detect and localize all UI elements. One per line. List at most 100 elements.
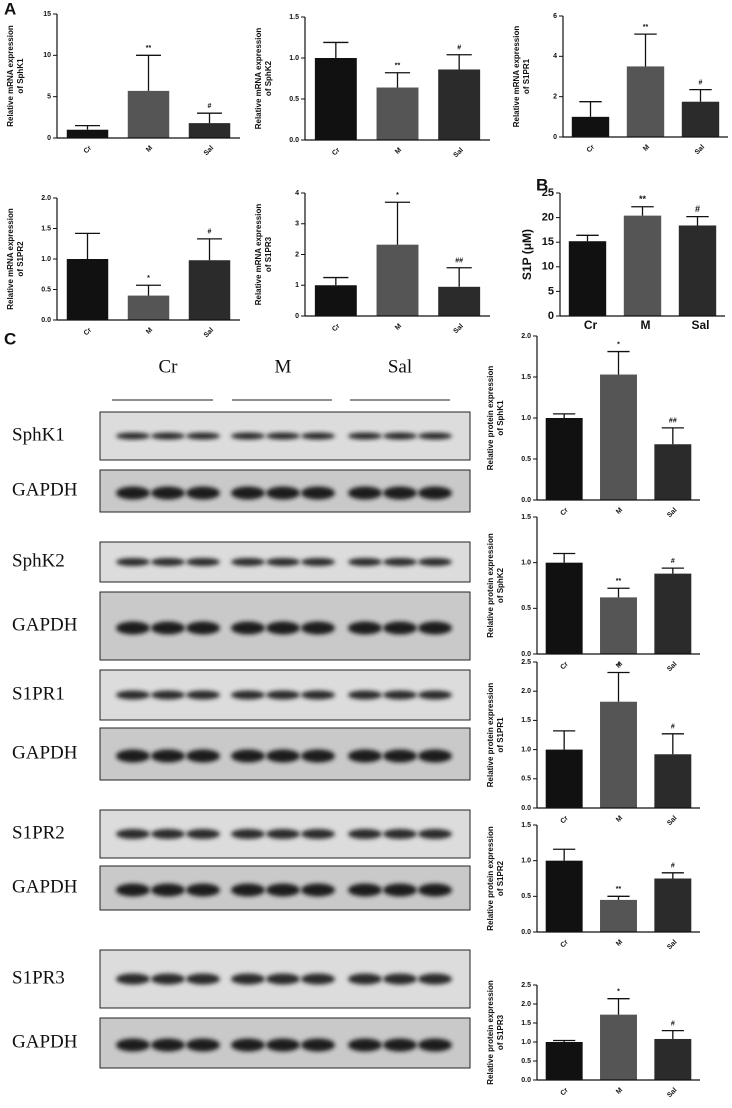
x-tick-label: Sal bbox=[452, 323, 464, 335]
blot-band bbox=[186, 1038, 220, 1052]
y-axis-label: Relative mRNA expression bbox=[254, 204, 263, 306]
blot-label: GAPDH bbox=[12, 614, 78, 635]
blot-band bbox=[116, 558, 150, 566]
x-tick-label: Cr bbox=[83, 327, 94, 338]
blot-band bbox=[116, 749, 150, 763]
blot-band bbox=[151, 973, 185, 985]
blot-band bbox=[418, 829, 452, 839]
bar bbox=[438, 69, 481, 140]
blot-band bbox=[186, 432, 220, 440]
y-axis-label: of SphK1 bbox=[16, 58, 25, 94]
x-tick-label: M bbox=[615, 1087, 624, 1096]
y-tick-label: 4 bbox=[553, 53, 557, 60]
blot-band bbox=[348, 749, 382, 763]
y-tick-label: 1.5 bbox=[521, 822, 531, 829]
significance: # bbox=[457, 45, 461, 52]
blot-band bbox=[186, 558, 220, 566]
x-tick-label: Sal bbox=[666, 507, 678, 519]
blot-band bbox=[231, 883, 265, 897]
significance: ** bbox=[616, 886, 622, 893]
blot-band bbox=[266, 690, 300, 700]
blot-band bbox=[151, 1038, 185, 1052]
blot-band bbox=[116, 883, 150, 897]
bar bbox=[571, 116, 610, 137]
blot-band bbox=[116, 621, 150, 635]
significance: ** bbox=[395, 63, 401, 70]
blot-band bbox=[186, 486, 220, 500]
blot-band bbox=[266, 883, 300, 897]
y-axis-label: Relative protein expression bbox=[486, 533, 495, 638]
bar bbox=[654, 754, 692, 808]
x-tick-label: Sal bbox=[666, 815, 678, 827]
panel-label: B bbox=[536, 175, 548, 194]
y-tick-label: 0 bbox=[47, 135, 51, 142]
y-tick-label: 0.0 bbox=[521, 497, 531, 504]
blot-band bbox=[266, 621, 300, 635]
significance: # bbox=[671, 1020, 675, 1027]
bar bbox=[188, 260, 231, 320]
bar bbox=[600, 701, 637, 808]
x-tick-label: Cr bbox=[559, 661, 570, 672]
blot-label: S1PR1 bbox=[12, 683, 65, 704]
y-tick-label: 2.0 bbox=[521, 333, 531, 340]
bar bbox=[438, 286, 481, 316]
blot-band bbox=[301, 829, 335, 839]
blot-band bbox=[231, 973, 265, 985]
bar bbox=[654, 444, 692, 500]
blot-band bbox=[151, 432, 185, 440]
y-tick-label: 0.0 bbox=[521, 651, 531, 658]
blot-band bbox=[231, 621, 265, 635]
blot-band bbox=[231, 432, 265, 440]
blot-band bbox=[231, 749, 265, 763]
blot-band bbox=[231, 829, 265, 839]
x-tick-label: Sal bbox=[666, 939, 678, 951]
y-tick-label: 1.5 bbox=[521, 374, 531, 381]
blot-band bbox=[301, 690, 335, 700]
bar bbox=[678, 225, 717, 316]
x-tick-label: M bbox=[642, 144, 651, 153]
x-tick-label: M bbox=[615, 939, 624, 948]
x-tick-label: Sal bbox=[691, 318, 709, 332]
x-tick-label: Cr bbox=[559, 815, 570, 826]
y-tick-label: 1.0 bbox=[41, 256, 51, 263]
y-tick-label: 0.0 bbox=[289, 137, 299, 144]
significance: # bbox=[208, 103, 212, 110]
bar bbox=[376, 87, 419, 140]
blot-band bbox=[383, 829, 417, 839]
blot-label: SphK2 bbox=[12, 550, 65, 571]
blot-band bbox=[348, 486, 382, 500]
blot-label: GAPDH bbox=[12, 1031, 78, 1052]
y-tick-label: 0.5 bbox=[521, 1058, 531, 1065]
bar bbox=[623, 215, 662, 316]
blot-band bbox=[348, 432, 382, 440]
bar bbox=[568, 241, 607, 316]
blot-band bbox=[151, 621, 185, 635]
y-axis-label: of SphK2 bbox=[264, 60, 273, 96]
blot-band bbox=[418, 621, 452, 635]
bar bbox=[654, 573, 692, 654]
significance: * bbox=[617, 341, 620, 348]
blot-band bbox=[266, 558, 300, 566]
blot-band bbox=[231, 486, 265, 500]
y-tick-label: 0.5 bbox=[521, 776, 531, 783]
bar bbox=[654, 878, 692, 932]
significance: # bbox=[208, 229, 212, 236]
x-tick-label: M bbox=[615, 815, 624, 824]
y-axis-label: of S1PR3 bbox=[496, 1014, 505, 1050]
x-tick-label: M bbox=[145, 327, 154, 336]
blot-band bbox=[266, 486, 300, 500]
blot-band bbox=[116, 973, 150, 985]
panel-label: A bbox=[4, 0, 16, 18]
bar bbox=[314, 58, 357, 140]
bar bbox=[376, 244, 419, 316]
blot-band bbox=[186, 883, 220, 897]
blot-label: S1PR3 bbox=[12, 967, 65, 988]
y-tick-label: 2 bbox=[553, 94, 557, 101]
panel-label: C bbox=[4, 329, 16, 348]
blot-band bbox=[151, 883, 185, 897]
y-axis-label: Relative mRNA expression bbox=[512, 26, 521, 128]
blot-band bbox=[301, 486, 335, 500]
x-tick-label: M bbox=[615, 661, 624, 670]
significance: ## bbox=[455, 258, 463, 265]
bar bbox=[600, 374, 637, 500]
